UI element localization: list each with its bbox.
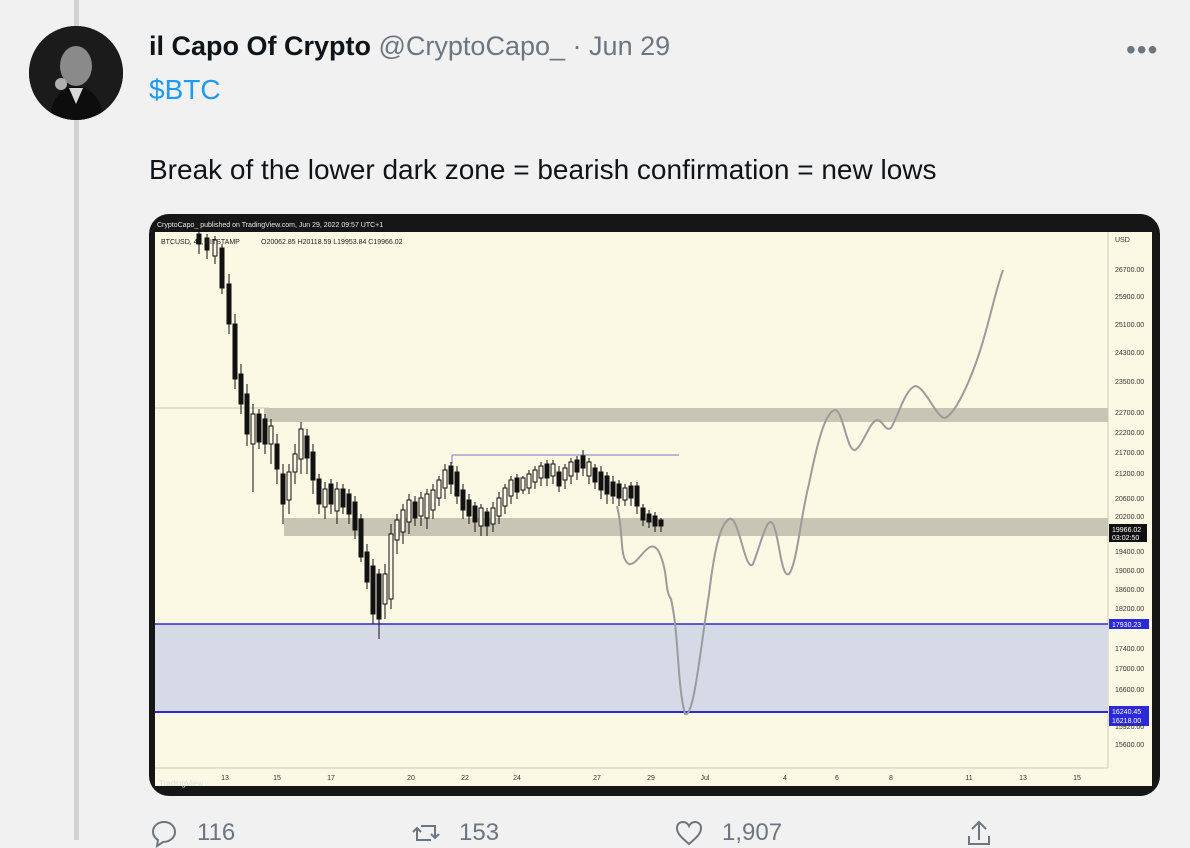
lower-grey-zone [284,518,1108,536]
price-label: 20600.00 [1115,496,1144,503]
retweet-button[interactable]: 153 [411,818,499,848]
heart-icon [675,820,703,846]
x-axis-label: 6 [835,775,839,782]
tradingview-logo: TradingView [159,779,203,788]
price-label: 17000.00 [1115,666,1144,673]
tweet-date[interactable]: Jun 29 [589,31,671,61]
x-axis-label: 8 [889,775,893,782]
tweet-text: Break of the lower dark zone = bearish c… [149,154,937,185]
share-button[interactable] [964,818,994,848]
candles [196,232,664,639]
x-axis-label: 22 [461,775,469,782]
upper-grey-zone [264,408,1108,422]
currency-label: USD [1115,237,1130,244]
current-price-tag-bg [1109,524,1147,542]
x-axis-label: 15 [273,775,281,782]
price-label: 25100.00 [1115,322,1144,329]
price-labels: 26700.00 25900.00 25100.00 24300.00 23500.00… [1115,267,1144,749]
price-label: 19400.00 [1115,549,1144,556]
avatar-image [29,26,123,120]
x-labels: 13 15 17 20 22 24 27 29 Jul 4 6 8 11 13 15 [221,775,1081,782]
price-label: 17400.00 [1115,646,1144,653]
cashtag-link[interactable]: $BTC [149,74,221,105]
retweet-count: 153 [459,819,500,846]
reply-icon [151,820,177,848]
level-tag-upper: 17930.23 [1112,622,1141,629]
price-label: 25900.00 [1115,294,1144,301]
more-options-icon[interactable]: ••• [1126,34,1159,65]
price-label: 19000.00 [1115,568,1144,575]
projection-path [616,269,1004,716]
price-label: 24300.00 [1115,350,1144,357]
x-axis-label: 27 [593,775,601,782]
price-axis-background [1108,232,1152,768]
x-axis-label: 20 [407,775,415,782]
price-label: 21700.00 [1115,450,1144,457]
x-axis-label: Jul [701,775,710,782]
like-button[interactable]: 1,907 [674,818,782,848]
price-label: 26700.00 [1115,267,1144,274]
reply-button[interactable]: 116 [149,818,235,848]
level-tag-lower-a: 16240.45 [1112,709,1141,716]
thread-line [74,0,79,840]
chart-watermark: CryptoCapo_ published on TradingView.com… [157,222,383,229]
like-count: 1,907 [722,819,783,846]
x-axis-label: 29 [647,775,655,782]
price-label: 18200.00 [1115,606,1144,613]
x-axis-label: 13 [221,775,229,782]
price-label: 20200.00 [1115,514,1144,521]
current-price-tag: 19966.02 [1112,527,1141,534]
share-icon [968,820,990,845]
x-axis-label: 11 [965,775,972,782]
x-axis-label: 17 [327,775,335,782]
price-label: 16600.00 [1115,687,1144,694]
retweet-icon [412,825,440,841]
header-separator: · [572,31,582,61]
chart-ticker: BTCUSD, 4h, BITSTAMP [161,239,240,246]
tweet-actions: 116 153 1,907 [149,818,1049,848]
price-label: 21200.00 [1115,471,1144,478]
level-tag-lower-bg [1109,706,1149,726]
tweet-header: il Capo Of Crypto @CryptoCapo_ · Jun 29 [149,28,670,64]
price-label: 22200.00 [1115,430,1144,437]
blue-zone [155,624,1108,712]
avatar[interactable] [29,26,123,120]
price-label: 15600.00 [1115,742,1144,749]
countdown-tag: 03:02:50 [1112,535,1139,542]
price-label: 18600.00 [1115,587,1144,594]
level-tag-upper-bg [1109,619,1149,629]
chart-canvas: 19966.02 03:02:50 17930.23 16240.45 1621… [155,222,1152,788]
x-axis-label: 13 [1019,775,1027,782]
chart-image[interactable]: 19966.02 03:02:50 17930.23 16240.45 1621… [149,214,1160,796]
price-label: 23500.00 [1115,379,1144,386]
author-name[interactable]: il Capo Of Crypto [149,31,371,61]
price-label: 22700.00 [1115,410,1144,417]
chart-ohlc: O20062.85 H20118.59 L19953.84 C19966.02 [261,239,403,246]
time-axis-background [155,768,1152,786]
reply-count: 116 [197,819,236,846]
author-handle[interactable]: @CryptoCapo_ [378,31,566,61]
x-axis-label: 15 [1073,775,1081,782]
level-tag-lower-b: 16218.00 [1112,718,1141,725]
x-axis-label: 24 [513,775,521,782]
x-axis-label: 4 [783,775,787,782]
price-label: 15920.00 [1115,724,1144,731]
